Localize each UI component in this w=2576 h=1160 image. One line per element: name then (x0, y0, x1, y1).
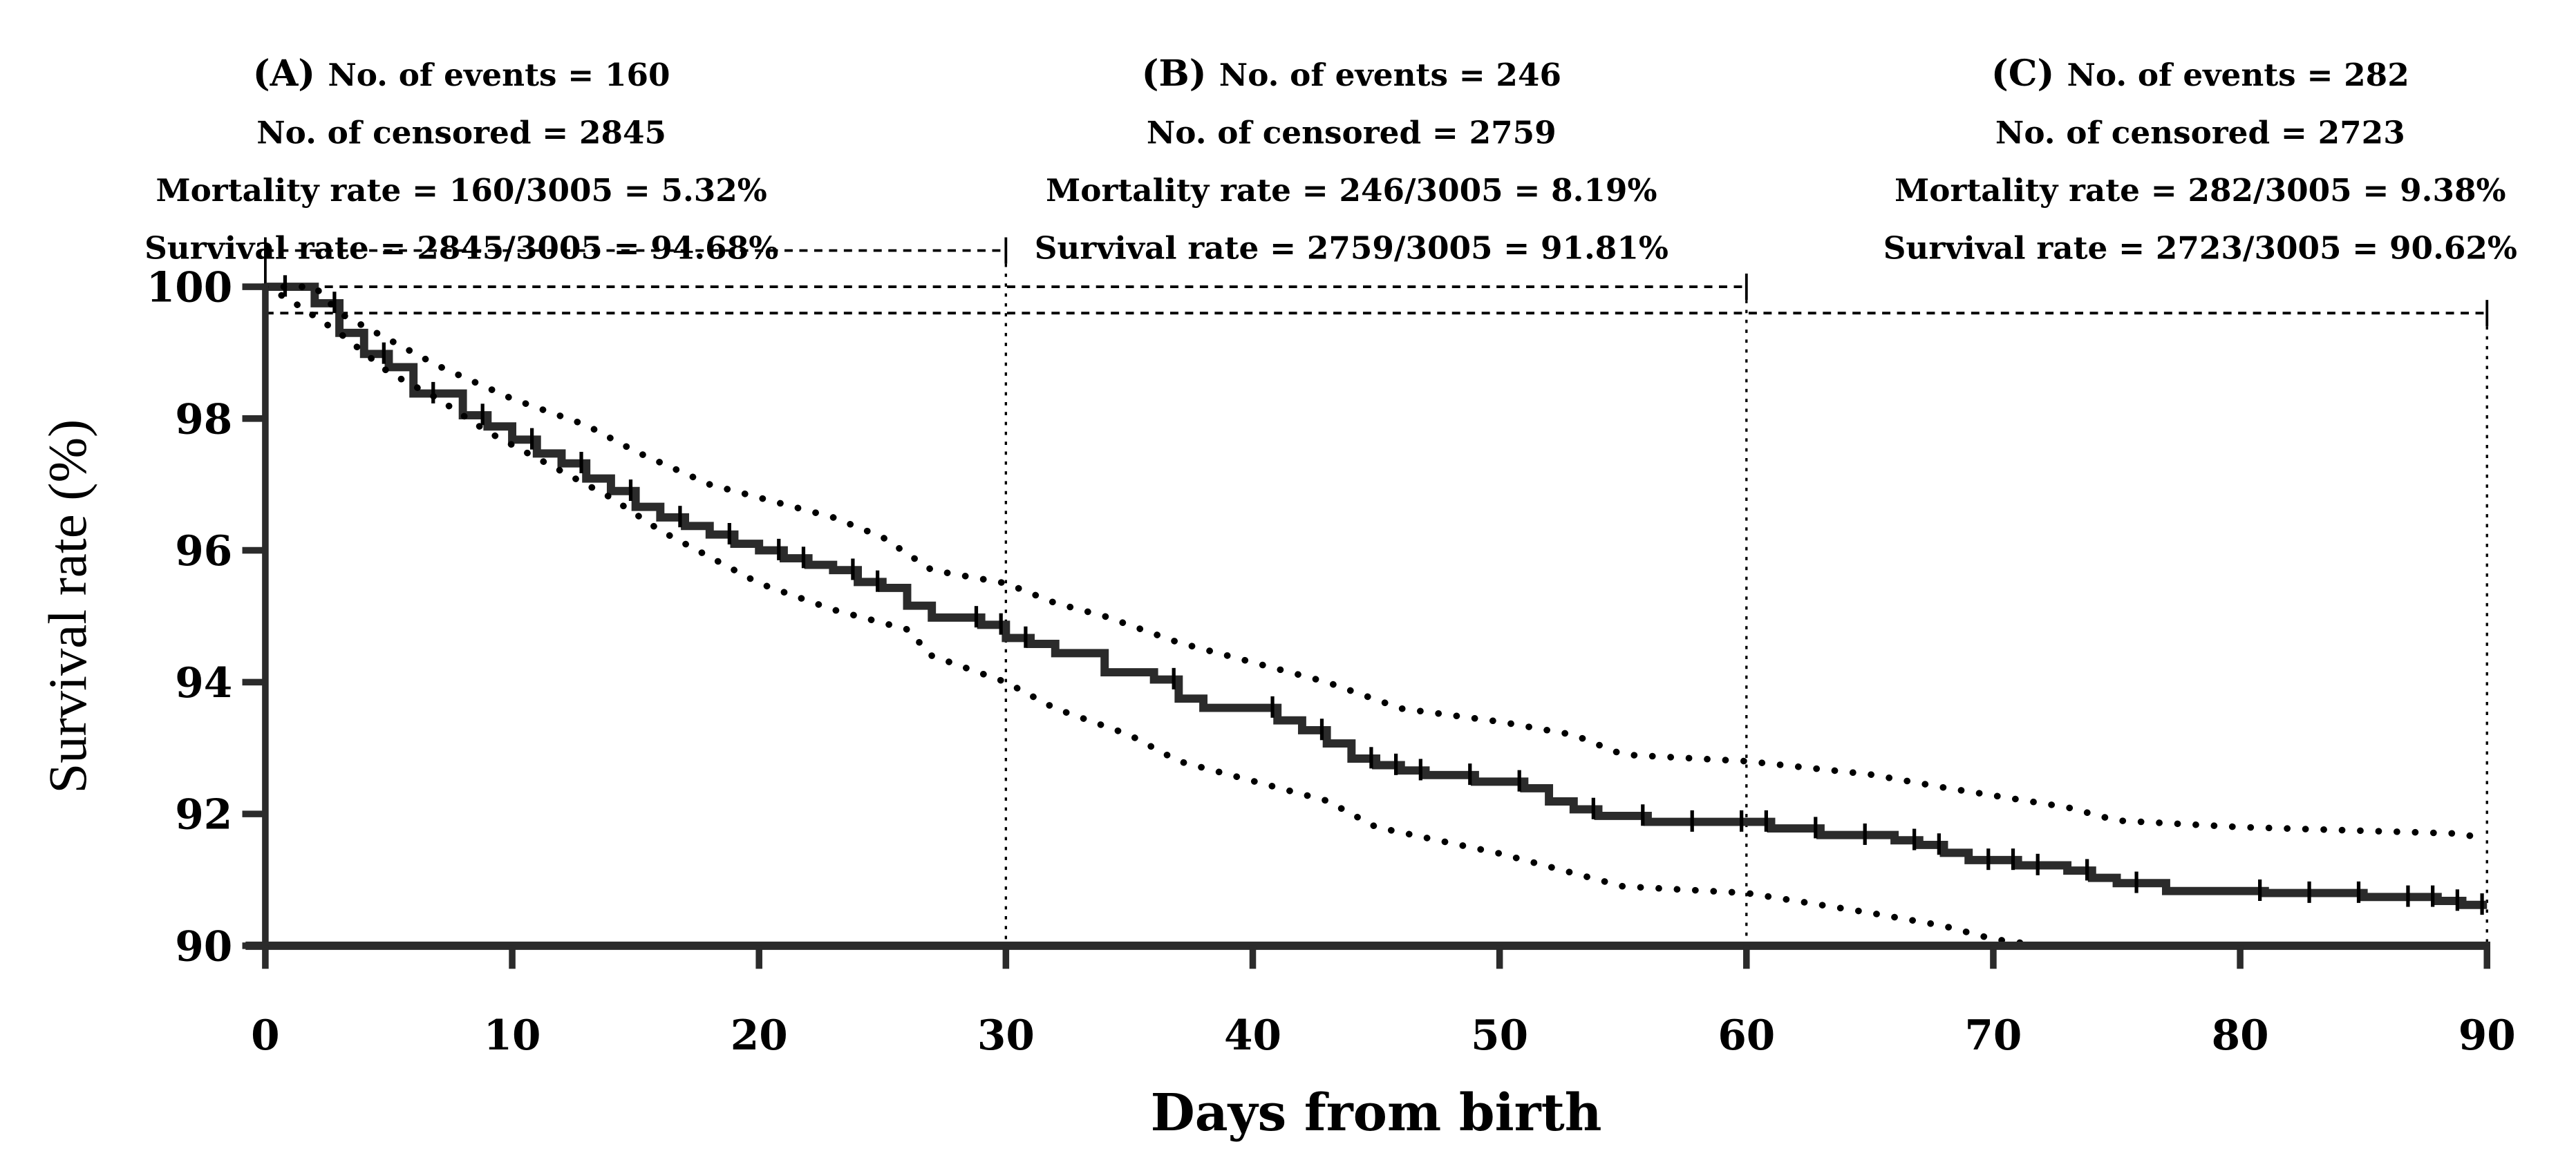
x-tick-label: 60 (1718, 1011, 1775, 1060)
y-tick-label: 98 (175, 395, 232, 444)
annotation-line: Survival rate = 2723/3005 = 90.62% (1883, 229, 2517, 267)
annotation-line: No. of censored = 2759 (1147, 114, 1557, 151)
x-tick-label: 50 (1471, 1011, 1528, 1060)
y-axis-label: Survival rate (%) (38, 419, 98, 794)
annotation-line: Mortality rate = 160/3005 = 5.32% (156, 171, 767, 209)
x-axis-label: Days from birth (1151, 1083, 1602, 1143)
y-tick-label: 96 (175, 527, 232, 576)
x-tick-label: 90 (2459, 1011, 2516, 1060)
annotation-title: (B) No. of events = 246 (1142, 53, 1561, 95)
annotation-line: No. of events = 160 (328, 56, 670, 93)
y-tick-label: 90 (175, 922, 232, 971)
x-tick-label: 20 (731, 1011, 788, 1060)
series-group (262, 275, 2491, 949)
annotation-line: Mortality rate = 282/3005 = 9.38% (1895, 171, 2506, 209)
panel-label: (C) (1991, 53, 2067, 95)
y-tick-label: 92 (175, 791, 232, 839)
axes: 0 10 20 30 40 50 60 70 80 90 90 92 94 96 98 100 (147, 264, 2516, 1061)
panel-label: (B) (1142, 53, 1219, 95)
annotation-line: Survival rate = 2845/3005 = 94.68% (144, 229, 778, 267)
y-tick-label: 100 (147, 264, 232, 312)
y-tick-label: 94 (175, 659, 232, 707)
interval-brackets (263, 237, 2489, 946)
annotation-line: No. of events = 246 (1219, 56, 1561, 93)
x-tick-label: 70 (1964, 1011, 2022, 1060)
annotation-title: (C) No. of events = 282 (1991, 53, 2409, 95)
survival-curve (265, 283, 2488, 909)
annotation-title: (A) No. of events = 160 (253, 53, 670, 95)
annotation-line: No. of events = 282 (2067, 56, 2409, 93)
annotation-line: Survival rate = 2759/3005 = 91.81% (1035, 229, 1668, 267)
annotation-line: No. of censored = 2723 (1995, 114, 2405, 151)
annotations: (A) No. of events = 160 No. of censored =… (144, 53, 2517, 266)
lower-ci-curve (262, 283, 2491, 949)
annotation-line: Mortality rate = 246/3005 = 8.19% (1046, 171, 1657, 209)
panel-label: (A) (253, 53, 328, 95)
x-tick-label: 0 (251, 1011, 279, 1060)
upper-ci-curve (262, 283, 2491, 844)
annotation-line: No. of censored = 2845 (256, 114, 666, 151)
x-tick-label: 80 (2212, 1011, 2269, 1060)
x-tick-label: 30 (977, 1011, 1035, 1060)
x-tick-label: 10 (484, 1011, 541, 1060)
x-tick-label: 40 (1224, 1011, 1281, 1060)
